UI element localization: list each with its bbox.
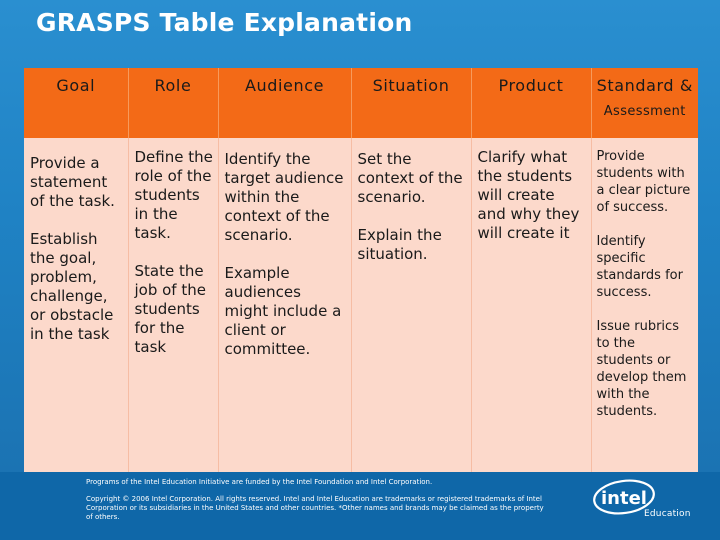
logo-wordmark: intel	[601, 488, 647, 509]
header-role: Role	[128, 68, 219, 138]
header-goal: Goal	[24, 68, 129, 138]
grasps-table: Goal Role Audience Situation Product Sta…	[24, 68, 698, 472]
footer-funding-text: Programs of the Intel Education Initiati…	[86, 478, 433, 486]
situation-text-2: Explain the situation.	[357, 226, 442, 263]
standard-text-1: Provide students with a clear picture of…	[596, 149, 691, 215]
cell-role: Define the role of the students in the t…	[128, 138, 219, 472]
product-text-1: Clarify what the students will create an…	[477, 148, 580, 242]
audience-text-1: Identify the target audience within the …	[224, 150, 344, 244]
role-text-2: State the job of the students for the ta…	[134, 262, 206, 356]
header-situation: Situation	[351, 68, 472, 138]
cell-product: Clarify what the students will create an…	[471, 138, 592, 472]
situation-text-1: Set the context of the scenario.	[357, 150, 463, 206]
table-body-row: Provide a statement of the task. Establi…	[24, 138, 698, 472]
footer-bar	[0, 472, 720, 540]
goal-text-2: Establish the goal, problem, challenge, …	[30, 230, 114, 343]
cell-situation: Set the context of the scenario. Explain…	[351, 138, 472, 472]
cell-standard: Provide students with a clear picture of…	[591, 138, 698, 472]
table-header-row: Goal Role Audience Situation Product Sta…	[24, 68, 698, 138]
cell-audience: Identify the target audience within the …	[218, 138, 352, 472]
header-standard: Standard & Assessment	[591, 68, 698, 138]
audience-text-2: Example audiences might include a client…	[224, 264, 342, 358]
logo-subtitle: Education	[644, 509, 691, 519]
header-product: Product	[471, 68, 592, 138]
header-standard-sub: Assessment	[603, 104, 686, 119]
footer-copyright-text: Copyright © 2006 Intel Corporation. All …	[86, 495, 544, 521]
role-text-1: Define the role of the students in the t…	[134, 148, 213, 242]
goal-text-1: Provide a statement of the task.	[30, 154, 115, 210]
header-audience: Audience	[218, 68, 352, 138]
cell-goal: Provide a statement of the task. Establi…	[24, 138, 129, 472]
intel-logo-icon: intel	[593, 479, 655, 515]
standard-text-3: Issue rubrics to the students or develop…	[596, 319, 687, 419]
slide-title: GRASPS Table Explanation	[36, 8, 413, 37]
header-standard-main: Standard &	[596, 76, 693, 95]
standard-text-2: Identify specific standards for success.	[596, 234, 683, 300]
